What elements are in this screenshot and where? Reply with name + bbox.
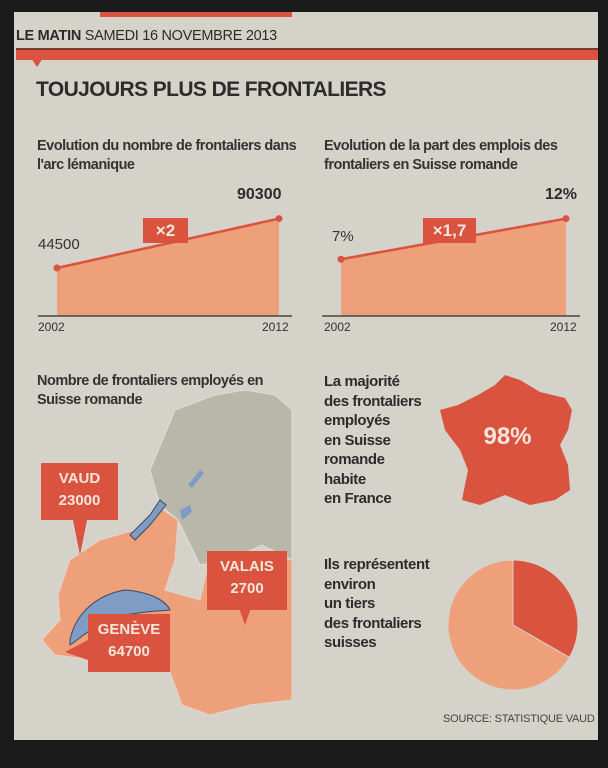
chart1-point-start <box>53 264 61 272</box>
vaud-label-pointer <box>72 515 88 555</box>
chart2-point-start <box>337 255 345 263</box>
text-line: employés <box>324 412 390 429</box>
header-pointer <box>31 58 43 67</box>
publication-name: LE MATIN <box>16 28 81 44</box>
top-accent-line <box>100 12 292 17</box>
map-lake-bienne <box>188 470 204 488</box>
region-name: VAUD <box>58 470 101 487</box>
chart1-point-end <box>275 215 283 223</box>
map-lake-geneva <box>69 589 171 646</box>
text-line: romande <box>324 451 385 468</box>
chart2-start-label: 7% <box>332 228 354 245</box>
chart1-end-label: 90300 <box>237 186 282 203</box>
text-line: des frontaliers <box>324 392 422 410</box>
chart2-end-label: 12% <box>545 186 578 203</box>
region-value: 64700 <box>108 643 150 660</box>
region-name: VALAIS <box>220 558 274 575</box>
map-title: Nombre de frontaliers employés en Suisse… <box>37 373 264 408</box>
chart1-x-start: 2002 <box>38 320 65 334</box>
chart2-x-end: 2012 <box>550 320 577 334</box>
pie-slice <box>512 559 579 659</box>
text-line: La majorité <box>324 373 400 390</box>
chart2-point-end <box>562 215 570 223</box>
chart2-growth-badge: ×1,7 <box>423 218 476 243</box>
chart1-title: Evolution du nombre de frontaliers dans … <box>37 138 297 173</box>
region-value: 23000 <box>58 492 101 509</box>
chart1-start-label: 44500 <box>38 236 80 253</box>
masthead: LE MATIN SAMEDI 16 NOVEMBRE 2013 <box>16 28 277 44</box>
chart2-x-start: 2002 <box>324 320 351 334</box>
chart2-area <box>341 218 566 316</box>
chart1-area <box>57 218 279 316</box>
map-label-vaud: VAUD 23000 <box>41 463 118 520</box>
text-line: des frontaliers <box>324 614 422 632</box>
pie-text: Ils représentent environ un tiers des fr… <box>324 555 430 653</box>
text-line: habite <box>324 470 366 488</box>
region-value: 2700 <box>230 580 264 597</box>
france-text: La majorité des frontaliers employés en … <box>324 372 422 509</box>
map-label-geneve: GENÈVE 64700 <box>88 614 170 672</box>
article-title: TOUJOURS PLUS DE FRONTALIERS <box>36 78 387 101</box>
text-line: environ <box>324 575 376 593</box>
text-line: suisses <box>324 634 377 651</box>
text-line: Ils représentent <box>324 556 430 573</box>
source-credit: SOURCE: STATISTIQUE VAUD <box>443 713 595 725</box>
region-name: GENÈVE <box>97 621 161 638</box>
chart1-line <box>56 217 280 270</box>
valais-label-pointer <box>238 605 252 625</box>
header-bar <box>16 48 598 60</box>
map-lake-neuchatel <box>129 499 167 541</box>
france-map-icon <box>440 375 572 505</box>
chart1-growth-badge: ×2 <box>143 218 188 243</box>
text-line: un tiers <box>324 595 375 612</box>
map-label-valais: VALAIS 2700 <box>207 551 287 610</box>
text-line: en Suisse <box>324 431 391 449</box>
publication-date: SAMEDI 16 NOVEMBRE 2013 <box>84 28 277 44</box>
geneve-label-pointer <box>65 640 88 660</box>
map-lake-morat <box>180 505 192 520</box>
chart2-title: Evolution de la part des emplois des fro… <box>324 138 558 173</box>
text-line: en France <box>324 490 392 507</box>
pie-slice <box>447 559 571 691</box>
map-romandie-cantons <box>41 507 293 716</box>
france-percentage: 98% <box>483 423 532 450</box>
chart1-x-end: 2012 <box>262 320 289 334</box>
